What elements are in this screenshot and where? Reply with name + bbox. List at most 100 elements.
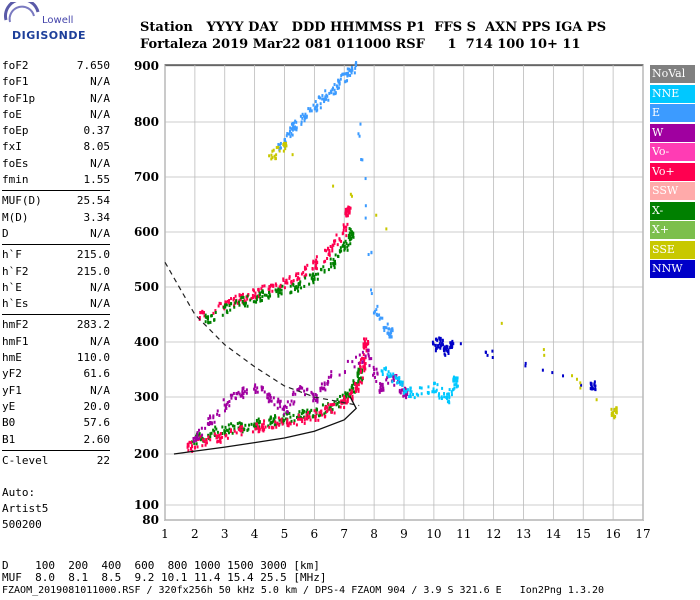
data-point	[340, 239, 343, 243]
data-point	[359, 369, 362, 373]
data-point	[438, 336, 441, 340]
data-point	[316, 277, 319, 281]
param-value: 0.37	[83, 124, 111, 138]
data-point	[372, 365, 375, 369]
param-value: N/A	[90, 334, 110, 348]
data-point	[279, 285, 282, 289]
data-point	[224, 425, 227, 429]
data-point	[372, 373, 375, 377]
x-tick-label: 12	[486, 527, 501, 541]
data-point	[307, 414, 310, 418]
data-point	[209, 416, 212, 420]
data-point	[350, 389, 353, 393]
data-point	[282, 143, 285, 147]
data-point	[255, 298, 258, 302]
data-point	[362, 356, 365, 360]
data-point	[207, 435, 210, 439]
data-point	[450, 346, 453, 350]
data-point	[222, 305, 225, 309]
data-point	[420, 392, 423, 396]
data-point	[296, 417, 299, 421]
data-point	[217, 304, 220, 308]
data-point	[287, 424, 290, 428]
data-point	[289, 415, 292, 419]
data-point	[205, 438, 208, 442]
data-point	[229, 430, 232, 434]
data-point	[366, 342, 369, 346]
x-tick-label: 17	[635, 527, 650, 541]
data-point	[381, 316, 384, 320]
data-point	[326, 379, 329, 383]
data-point	[389, 372, 392, 376]
data-point	[454, 376, 457, 380]
data-point	[261, 289, 264, 293]
data-point	[278, 291, 281, 295]
legend-entry-sse: SSE	[650, 240, 695, 259]
data-point	[367, 352, 370, 356]
data-point	[387, 331, 390, 335]
data-point	[346, 222, 349, 226]
data-point	[225, 428, 228, 432]
data-point	[228, 427, 231, 431]
data-point	[262, 429, 265, 433]
data-point	[455, 385, 458, 389]
data-point	[292, 121, 295, 125]
data-point	[321, 97, 324, 101]
data-point	[436, 383, 439, 387]
data-point	[323, 270, 326, 274]
data-point	[279, 141, 282, 145]
data-point	[307, 107, 310, 111]
param-name: foF2	[2, 59, 29, 72]
data-point	[278, 423, 281, 427]
data-point	[345, 241, 348, 245]
data-point	[353, 365, 356, 369]
data-point	[356, 373, 359, 377]
data-point	[443, 395, 446, 399]
data-point	[326, 246, 329, 250]
data-point	[238, 303, 241, 307]
data-point	[263, 284, 266, 288]
data-point	[303, 116, 306, 120]
data-point	[186, 442, 189, 446]
data-point	[234, 397, 237, 401]
data-point	[310, 408, 313, 412]
data-point	[301, 112, 304, 116]
x-tick-label: 13	[516, 527, 531, 541]
data-point	[240, 433, 243, 437]
data-point	[201, 311, 204, 315]
data-point	[362, 342, 365, 346]
data-point	[340, 249, 343, 253]
data-point	[225, 402, 228, 406]
data-point	[209, 438, 212, 442]
data-point	[297, 413, 300, 417]
data-point	[233, 424, 236, 428]
data-point	[343, 247, 346, 251]
auto-code: 500200	[2, 518, 42, 531]
data-point	[270, 157, 273, 161]
data-point	[336, 87, 339, 91]
data-point	[219, 432, 222, 436]
data-point	[330, 265, 333, 269]
data-point	[216, 439, 219, 443]
data-point	[298, 417, 301, 421]
x-tick-label: 16	[605, 527, 620, 541]
data-point	[399, 382, 402, 386]
data-point	[286, 132, 289, 136]
data-point	[258, 429, 261, 433]
data-point	[297, 272, 300, 276]
data-point	[329, 408, 332, 412]
data-point	[315, 105, 318, 109]
data-point	[218, 435, 221, 439]
param-name: D	[2, 226, 9, 240]
param-separator	[2, 314, 110, 316]
data-point	[259, 299, 262, 303]
data-point	[229, 308, 232, 312]
data-point	[373, 371, 376, 375]
data-point	[291, 153, 294, 157]
data-point	[250, 422, 253, 426]
y-tick-label: 900	[134, 59, 159, 73]
data-point	[282, 405, 285, 409]
data-point	[386, 373, 389, 377]
data-point	[486, 353, 489, 357]
data-point	[368, 357, 371, 361]
